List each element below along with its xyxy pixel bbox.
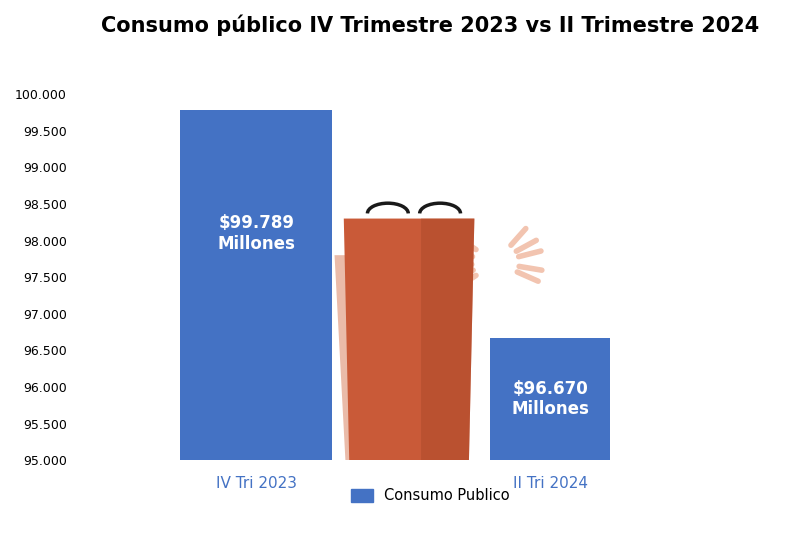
FancyBboxPatch shape: [490, 338, 610, 460]
Legend: Consumo Publico: Consumo Publico: [345, 483, 515, 509]
Text: $99.789
Millones: $99.789 Millones: [217, 214, 295, 253]
Polygon shape: [344, 219, 475, 460]
Polygon shape: [335, 255, 443, 460]
Polygon shape: [421, 219, 475, 460]
FancyBboxPatch shape: [180, 110, 332, 460]
Title: Consumo público IV Trimestre 2023 vs II Trimestre 2024: Consumo público IV Trimestre 2023 vs II …: [101, 15, 759, 36]
Text: $96.670
Millones: $96.670 Millones: [511, 379, 589, 418]
